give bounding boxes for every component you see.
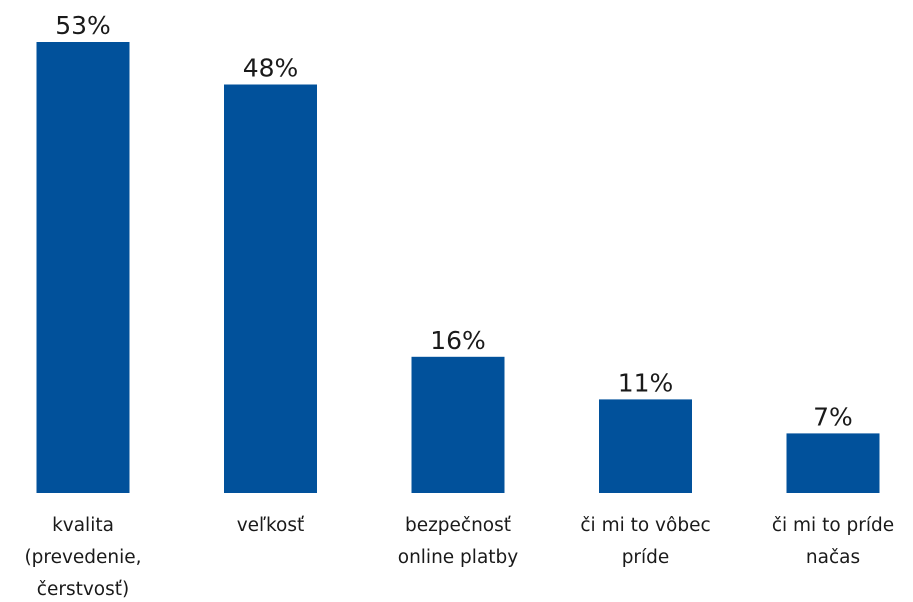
bar-4 (786, 433, 880, 493)
bar-0 (36, 42, 130, 493)
bars-group (36, 42, 880, 493)
data-label-2: 16% (430, 326, 486, 355)
category-label-0-line-0: kvalita (52, 515, 114, 536)
category-label-4-line-1: načas (806, 547, 860, 568)
category-label-3-line-0: či mi to vôbec (580, 515, 710, 536)
data-label-1: 48% (243, 54, 299, 83)
category-label-4-line-0: či mi to príde (772, 515, 894, 536)
bar-3 (599, 399, 692, 493)
data-label-0: 53% (55, 11, 111, 40)
category-label-2-line-1: online platby (398, 547, 519, 568)
bar-1 (224, 84, 317, 493)
category-label-2-line-0: bezpečnosť (405, 515, 511, 536)
category-label-0-line-2: čerstvosť) (37, 579, 129, 600)
category-label-0-line-1: (prevedenie, (24, 547, 141, 568)
data-label-3: 11% (618, 368, 674, 397)
category-label-1-line-0: veľkosť (237, 515, 305, 536)
category-label-3-line-1: príde (622, 547, 670, 568)
bar-2 (411, 356, 505, 493)
value-labels-group: 53% 48% 16% 11% 7% (55, 11, 853, 431)
category-labels-group: kvalita (prevedenie, čerstvosť) veľkosť bezp… (24, 515, 894, 600)
data-label-4: 7% (813, 402, 853, 431)
